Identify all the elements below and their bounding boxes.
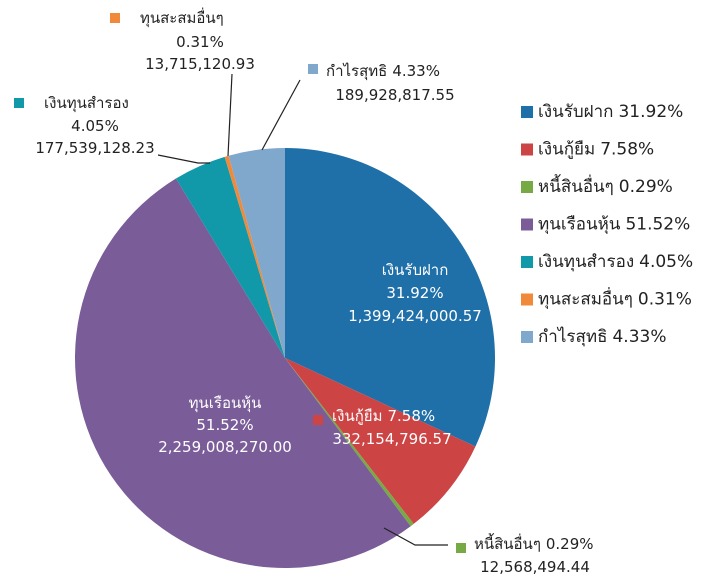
- slice-label-part: 31.92%: [386, 284, 443, 302]
- slice-label-part: 1,399,424,000.57: [348, 307, 482, 325]
- slice-label: เงินรับฝาก: [382, 261, 449, 279]
- leader-line: [157, 154, 210, 164]
- slice-label-part: 0.29%: [546, 535, 594, 553]
- legend-swatch: [521, 143, 533, 156]
- slice-label-part: 332,154,796.57: [332, 430, 451, 448]
- pie-slice: [285, 148, 496, 447]
- legend-swatch: [521, 106, 533, 118]
- leader-line: [383, 527, 448, 546]
- slice-label: หนี้สินอื่นๆ 0.29%: [474, 533, 594, 553]
- pie-slice: [285, 358, 476, 524]
- slice-label: กำไรสุทธิ 4.33%: [326, 62, 440, 81]
- label-marker: [456, 543, 466, 553]
- slice-label: 12,568,494.44: [480, 558, 590, 576]
- legend-label: กำไรสุทธิ 4.33%: [538, 326, 667, 347]
- slice-label-part: ทุนเรือนหุ้น: [189, 394, 262, 413]
- slice-label-part: ทุนสะสมอื่นๆ: [140, 7, 224, 28]
- slice-label-part: 189,928,817.55: [335, 86, 454, 104]
- slice-label-part: 0.31%: [176, 33, 224, 51]
- legend-name: เงินกู้ยืม: [538, 140, 595, 160]
- slice-label-part: กำไรสุทธิ: [326, 62, 387, 81]
- legend-name: เงินทุนสำรอง: [538, 252, 634, 272]
- slice-label: เงินกู้ยืม 7.58%: [332, 407, 435, 425]
- legend-swatch: [521, 256, 533, 268]
- legend-value: 4.33%: [612, 327, 666, 347]
- slice-label-part: หนี้สินอื่นๆ: [474, 533, 541, 553]
- legend-value: 31.92%: [618, 102, 683, 122]
- slice-label-part: 2,259,008,270.00: [158, 438, 292, 456]
- slice-label: 51.52%: [196, 416, 253, 434]
- leader-line: [227, 73, 233, 157]
- slice-label: 2,259,008,270.00: [158, 438, 292, 456]
- legend-label: ทุนสะสมอื่นๆ 0.31%: [538, 287, 692, 310]
- slice-label: ทุนเรือนหุ้น: [189, 394, 262, 413]
- legend-label: ทุนเรือนหุ้น 51.52%: [538, 215, 690, 235]
- legend-value: 4.05%: [639, 252, 693, 272]
- label-marker: [14, 98, 24, 108]
- slice-label-part: เงินกู้ยืม: [332, 407, 382, 425]
- slice-label: 332,154,796.57: [332, 430, 451, 448]
- legend-swatch: [521, 293, 533, 306]
- slice-label: ทุนสะสมอื่นๆ: [140, 7, 224, 28]
- slice-label: 1,399,424,000.57: [348, 307, 482, 325]
- legend-name: ทุนเรือนหุ้น: [538, 215, 621, 235]
- pie-slice: [228, 148, 285, 358]
- slice-label-part: 7.58%: [387, 407, 435, 425]
- leader-line: [261, 79, 301, 151]
- slice-label-part: 51.52%: [196, 416, 253, 434]
- legend: เงินรับฝาก 31.92% เงินกู้ยืม 7.58% หนี้สินอื…: [521, 102, 693, 347]
- legend-name: เงินรับฝาก: [538, 102, 613, 122]
- leader-lines: [157, 73, 448, 546]
- legend-label: เงินรับฝาก 31.92%: [538, 102, 683, 122]
- legend-label: เงินกู้ยืม 7.58%: [538, 140, 654, 160]
- pie-slice: [74, 178, 411, 569]
- slice-label: 13,715,120.93: [145, 55, 255, 73]
- legend-name: ทุนสะสมอื่นๆ: [538, 287, 633, 310]
- slice-label: 177,539,128.23: [35, 139, 154, 157]
- label-marker: [308, 64, 318, 74]
- legend-value: 0.31%: [638, 290, 692, 310]
- legend-label: เงินทุนสำรอง 4.05%: [538, 252, 693, 272]
- slice-label-part: 13,715,120.93: [145, 55, 255, 73]
- slice-label: 4.05%: [71, 117, 119, 135]
- label-marker: [110, 13, 120, 23]
- pie-slice: [224, 155, 285, 358]
- label-marker: [313, 415, 323, 425]
- legend-name: หนี้สินอื่นๆ: [538, 174, 614, 197]
- slice-label: 189,928,817.55: [335, 86, 454, 104]
- pie-slice: [285, 358, 414, 527]
- pie-slice: [175, 156, 285, 358]
- slice-label-part: 12,568,494.44: [480, 558, 590, 576]
- legend-swatch: [521, 181, 533, 193]
- legend-swatch: [521, 331, 533, 343]
- legend-value: 51.52%: [625, 215, 690, 235]
- slice-label-part: เงินรับฝาก: [382, 261, 449, 279]
- slice-label-part: เงินทุนสำรอง: [44, 94, 129, 113]
- legend-value: 7.58%: [600, 140, 654, 160]
- slice-label-part: 4.05%: [71, 117, 119, 135]
- legend-label: หนี้สินอื่นๆ 0.29%: [538, 174, 673, 197]
- legend-name: กำไรสุทธิ: [538, 326, 607, 347]
- slice-label-part: 4.33%: [392, 62, 440, 80]
- slice-label-part: 177,539,128.23: [35, 139, 154, 157]
- slice-label: 31.92%: [386, 284, 443, 302]
- legend-value: 0.29%: [619, 177, 673, 197]
- legend-swatch: [521, 218, 533, 231]
- slice-label: เงินทุนสำรอง: [44, 94, 129, 113]
- slice-label: 0.31%: [176, 33, 224, 51]
